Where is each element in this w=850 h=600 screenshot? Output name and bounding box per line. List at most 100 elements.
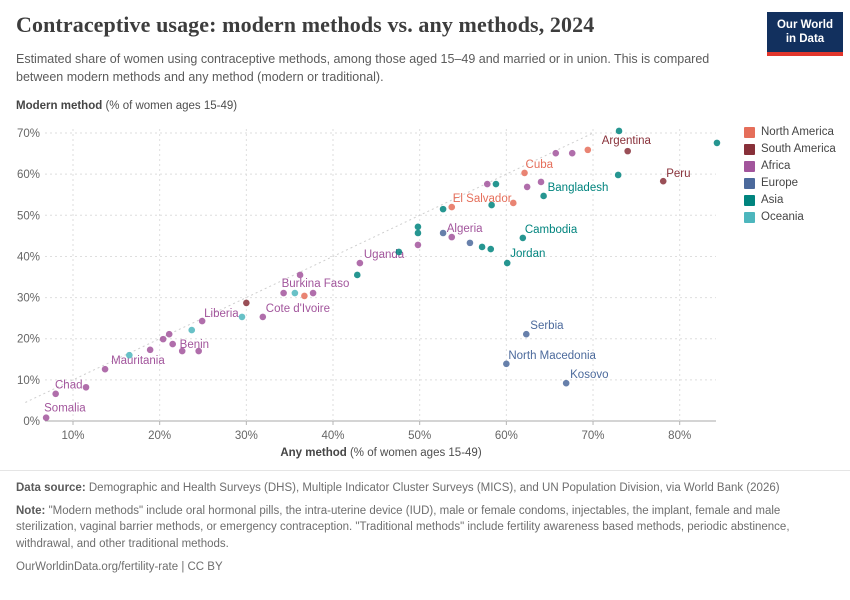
data-point-serbia[interactable] bbox=[522, 330, 530, 338]
data-point-asia[interactable] bbox=[487, 245, 495, 253]
data-point-algeria[interactable] bbox=[448, 233, 456, 241]
data-point-north-america[interactable] bbox=[509, 199, 517, 207]
data-point-burkina-faso[interactable] bbox=[280, 289, 287, 297]
chart-subtitle: Estimated share of women using contracep… bbox=[16, 52, 710, 85]
data-point-asia[interactable] bbox=[414, 229, 422, 237]
data-point-mauritania[interactable] bbox=[101, 365, 109, 373]
country-label[interactable]: Liberia bbox=[204, 308, 239, 320]
data-point-jordan[interactable] bbox=[503, 259, 511, 267]
country-label[interactable]: Algeria bbox=[447, 223, 483, 235]
country-label[interactable]: Chad bbox=[55, 379, 83, 391]
data-point-africa[interactable] bbox=[568, 149, 576, 157]
data-point-north-macedonia[interactable] bbox=[503, 360, 510, 368]
data-point-oceania[interactable] bbox=[126, 351, 133, 359]
country-label[interactable]: Jordan bbox=[510, 248, 545, 260]
citation-line[interactable]: OurWorldinData.org/fertility-rate | CC B… bbox=[16, 560, 223, 573]
country-label[interactable]: Uganda bbox=[364, 249, 405, 261]
country-label[interactable]: North Macedonia bbox=[508, 350, 596, 362]
data-point-asia[interactable] bbox=[353, 271, 361, 279]
legend-item-oceania[interactable]: Oceania bbox=[744, 211, 836, 223]
data-point-benin[interactable] bbox=[169, 340, 176, 348]
data-point-asia[interactable] bbox=[414, 223, 422, 231]
legend-item-asia[interactable]: Asia bbox=[744, 194, 836, 206]
data-point-africa[interactable] bbox=[537, 178, 545, 186]
data-point-cuba[interactable] bbox=[521, 169, 528, 177]
data-point-africa[interactable] bbox=[195, 347, 202, 355]
data-point-chad[interactable] bbox=[82, 383, 90, 391]
country-label[interactable]: Burkina Faso bbox=[282, 278, 350, 290]
legend-swatch bbox=[744, 194, 755, 206]
legend-item-south-america[interactable]: South America bbox=[744, 143, 836, 155]
data-point-kosovo[interactable] bbox=[562, 379, 570, 387]
data-point-asia[interactable] bbox=[713, 139, 721, 147]
country-label[interactable]: Cambodia bbox=[525, 224, 578, 236]
data-point-cambodia[interactable] bbox=[519, 234, 527, 242]
data-point-peru[interactable] bbox=[659, 177, 667, 185]
country-label[interactable]: Peru bbox=[666, 168, 690, 180]
note-line: Note: "Modern methods" include oral horm… bbox=[16, 503, 834, 553]
country-label[interactable]: El Salvador bbox=[453, 193, 512, 205]
data-point-oceania[interactable] bbox=[188, 326, 196, 334]
country-label[interactable]: Cote d'Ivoire bbox=[266, 303, 330, 315]
country-label[interactable]: Cuba bbox=[526, 159, 554, 171]
data-point-asia[interactable] bbox=[395, 248, 403, 256]
country-label[interactable]: Kosovo bbox=[570, 369, 608, 381]
data-point-asia[interactable] bbox=[439, 205, 447, 213]
y-tick-label: 30% bbox=[17, 293, 40, 305]
legend-label: Oceania bbox=[761, 211, 804, 223]
data-point-africa[interactable] bbox=[146, 346, 154, 354]
data-point-cote-d-ivoire[interactable] bbox=[259, 313, 267, 321]
data-point-asia[interactable] bbox=[492, 180, 500, 188]
y-tick-label: 50% bbox=[17, 210, 40, 222]
data-point-europe[interactable] bbox=[466, 239, 474, 247]
x-tick-label: 40% bbox=[321, 430, 344, 442]
data-source-line: Data source: Demographic and Health Surv… bbox=[16, 480, 834, 497]
data-point-north-america[interactable] bbox=[301, 292, 308, 300]
x-axis-title-bold: Any method bbox=[280, 447, 347, 459]
data-point-north-america[interactable] bbox=[584, 146, 592, 154]
data-point-europe[interactable] bbox=[439, 229, 447, 237]
data-point-oceania[interactable] bbox=[238, 313, 246, 321]
data-point-africa[interactable] bbox=[159, 335, 167, 343]
data-point-uganda[interactable] bbox=[356, 259, 364, 267]
page-title: Contraceptive usage: modern methods vs. … bbox=[16, 12, 595, 37]
country-label[interactable]: Benin bbox=[180, 339, 209, 351]
country-label[interactable]: Mauritania bbox=[111, 355, 165, 367]
y-tick-label: 70% bbox=[17, 128, 40, 140]
data-point-africa[interactable] bbox=[296, 271, 304, 279]
data-point-south-america[interactable] bbox=[243, 299, 250, 307]
data-point-asia[interactable] bbox=[615, 127, 623, 135]
country-label[interactable]: Bangladesh bbox=[548, 182, 609, 194]
data-point-asia[interactable] bbox=[488, 201, 495, 209]
y-tick-label: 20% bbox=[17, 334, 40, 346]
data-source-label: Data source: bbox=[16, 482, 86, 494]
legend-label: South America bbox=[761, 143, 836, 155]
country-label[interactable]: Serbia bbox=[530, 320, 564, 332]
country-label[interactable]: Somalia bbox=[44, 403, 86, 415]
data-point-asia[interactable] bbox=[478, 243, 486, 251]
data-point-liberia[interactable] bbox=[198, 317, 206, 325]
data-point-asia[interactable] bbox=[614, 171, 622, 179]
x-tick-label: 10% bbox=[61, 430, 84, 442]
data-point-africa[interactable] bbox=[309, 289, 317, 297]
data-point-africa[interactable] bbox=[52, 390, 59, 398]
data-point-argentina[interactable] bbox=[624, 147, 631, 155]
data-point-oceania[interactable] bbox=[291, 289, 299, 297]
data-point-el-salvador[interactable] bbox=[448, 203, 456, 211]
data-point-africa[interactable] bbox=[552, 149, 560, 157]
data-point-africa[interactable] bbox=[523, 183, 531, 191]
data-point-somalia[interactable] bbox=[42, 414, 50, 422]
owid-logo[interactable]: Our World in Data bbox=[767, 12, 843, 56]
data-point-africa[interactable] bbox=[414, 241, 422, 249]
x-axis-title-rest: (% of women ages 15-49) bbox=[346, 447, 482, 459]
country-label[interactable]: Argentina bbox=[602, 135, 652, 147]
data-point-africa[interactable] bbox=[165, 330, 173, 338]
legend-item-africa[interactable]: Africa bbox=[744, 160, 836, 172]
legend-item-europe[interactable]: Europe bbox=[744, 177, 836, 189]
data-point-africa[interactable] bbox=[178, 347, 186, 355]
legend-item-north-america[interactable]: North America bbox=[744, 126, 836, 138]
data-point-africa[interactable] bbox=[483, 180, 491, 188]
legend-swatch bbox=[744, 160, 755, 172]
owid-logo-line1: Our World bbox=[776, 19, 833, 31]
data-point-bangladesh[interactable] bbox=[540, 192, 547, 200]
